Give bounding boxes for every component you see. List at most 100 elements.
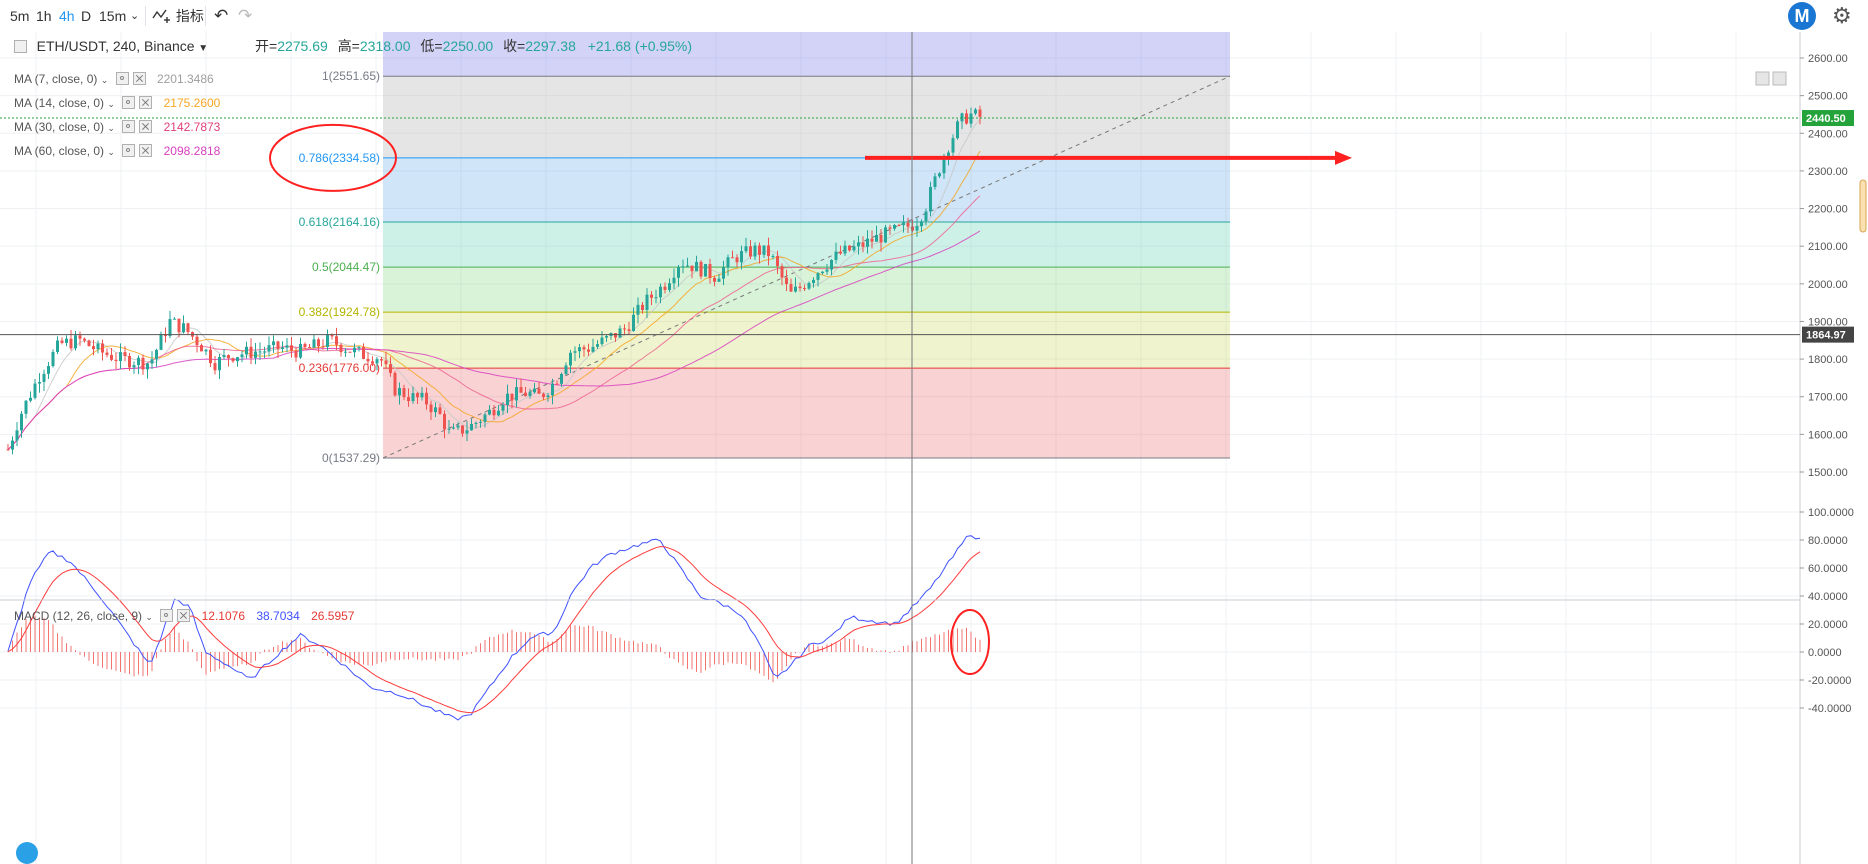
candle-body	[344, 351, 347, 353]
eye-icon[interactable]	[122, 96, 136, 109]
candle-body	[285, 345, 289, 348]
candle-body	[965, 113, 968, 124]
candle-body	[771, 255, 775, 257]
close-value: 2297.38	[525, 38, 576, 54]
candle-body	[866, 238, 869, 247]
interval-4h-button[interactable]: 4h	[59, 8, 75, 24]
eye-icon[interactable]	[122, 144, 136, 157]
low-label: 低=	[420, 38, 443, 54]
candle-body	[249, 346, 253, 358]
price-tick-label: 1600.00	[1808, 429, 1848, 441]
close-icon[interactable]	[139, 120, 153, 133]
candle-body	[785, 277, 788, 285]
close-icon[interactable]	[132, 72, 146, 85]
eye-icon[interactable]	[122, 120, 136, 133]
redo-icon[interactable]: ↷	[238, 6, 253, 25]
candle-body	[398, 388, 401, 396]
close-label: 收=	[503, 38, 526, 54]
candle-body	[60, 340, 64, 343]
candle-body	[690, 265, 694, 272]
indicators-button[interactable]: 指标	[152, 6, 204, 26]
candle-body	[488, 409, 491, 415]
candle-body	[749, 246, 752, 257]
candle-body	[897, 225, 901, 227]
candle-body	[875, 234, 878, 242]
price-chart[interactable]: 1(2551.65) 0.786(2334.58) 0.618(2164.16) 0.…	[0, 32, 1868, 864]
candle-body	[942, 156, 946, 174]
macd-line	[7, 535, 981, 721]
candle-body	[362, 347, 365, 359]
interval-1h-button[interactable]: 1h	[36, 8, 52, 24]
app-logo-icon[interactable]: M	[1788, 2, 1816, 30]
candle-body	[177, 318, 181, 333]
interval-dropdown-chevron-icon[interactable]: ⌄	[130, 10, 140, 22]
candle-body	[272, 341, 275, 346]
candle-body	[24, 400, 28, 414]
candle-body	[528, 392, 532, 396]
fib-label: 0.786(2334.58)	[299, 151, 380, 165]
candle-body	[380, 359, 383, 361]
candle-body	[366, 358, 370, 362]
ma-legend-60: MA (60, close, 0) ⌄ 2098.2818	[14, 143, 220, 160]
candle-body	[978, 109, 982, 117]
chevron-down-icon[interactable]: ⌄	[107, 147, 115, 157]
eye-icon[interactable]	[115, 72, 129, 85]
close-icon[interactable]	[177, 609, 191, 622]
candle-body	[56, 340, 59, 352]
candle-body	[861, 242, 865, 247]
candle-body	[29, 397, 32, 401]
high-value: 2318.00	[359, 38, 411, 54]
fibonacci-zones	[383, 32, 1230, 458]
interval-d-button[interactable]: D	[81, 8, 92, 24]
fib-label: 0.618(2164.16)	[299, 215, 380, 229]
collapse-legend-icon[interactable]	[14, 40, 27, 53]
ohlc-legend: 开=2275.69 高=2318.00 低=2250.00 收=2297.38 …	[255, 37, 692, 55]
candle-body	[389, 364, 392, 373]
close-icon[interactable]	[139, 144, 153, 157]
eye-icon[interactable]	[160, 609, 174, 622]
axes: 2600.00 2500.00 2400.00 2300.00 2200.00 2100.…	[0, 32, 1867, 864]
ma-legend-14: MA (14, close, 0) ⌄ 2175.2600	[14, 95, 220, 112]
candle-body	[542, 393, 545, 398]
current-price-badge	[1802, 110, 1854, 127]
gear-icon[interactable]: ⚙	[1832, 3, 1852, 28]
candle-body	[798, 286, 802, 289]
candle-body	[830, 259, 833, 270]
candle-body	[168, 319, 172, 336]
candle-body	[515, 387, 518, 401]
candle-body	[105, 352, 109, 355]
candle-body	[578, 347, 581, 352]
candle-body	[888, 227, 892, 229]
candle-body	[969, 113, 973, 124]
interval-5m-button[interactable]: 5m	[10, 8, 30, 24]
ma-label: MA (14, close, 0)	[14, 96, 105, 110]
chevron-down-icon[interactable]: ⌄	[145, 612, 153, 622]
chevron-down-icon[interactable]: ⌄	[107, 99, 115, 109]
price-tick-label: 1800.00	[1808, 354, 1848, 366]
candle-body	[645, 294, 649, 311]
candle-body	[416, 393, 419, 398]
ma-value: 2201.3486	[156, 72, 214, 86]
candle-body	[758, 245, 761, 255]
candle-body	[618, 328, 622, 338]
candle-body	[146, 363, 149, 370]
candle-body	[384, 360, 388, 365]
undo-icon[interactable]: ↶	[214, 6, 229, 25]
fibonacci-labels: 1(2551.65) 0.786(2334.58) 0.618(2164.16) 0.…	[299, 69, 380, 465]
chevron-down-icon[interactable]: ⌄	[100, 75, 109, 85]
macd-tick-label: 80.0000	[1808, 535, 1848, 547]
interval-15m-button[interactable]: 15m	[99, 8, 127, 24]
candle-body	[852, 246, 856, 251]
fib-zone	[383, 267, 1230, 313]
candle-body	[110, 354, 113, 360]
candle-body	[740, 251, 743, 263]
chevron-down-icon[interactable]: ▼	[198, 43, 209, 54]
candle-body	[236, 357, 239, 362]
candle-body	[825, 269, 829, 272]
close-icon[interactable]	[139, 96, 153, 109]
candle-body	[38, 381, 41, 384]
price-tick-label: 1700.00	[1808, 392, 1848, 404]
chevron-down-icon[interactable]: ⌄	[107, 123, 115, 133]
candle-body	[848, 245, 851, 251]
candle-body	[794, 286, 797, 292]
